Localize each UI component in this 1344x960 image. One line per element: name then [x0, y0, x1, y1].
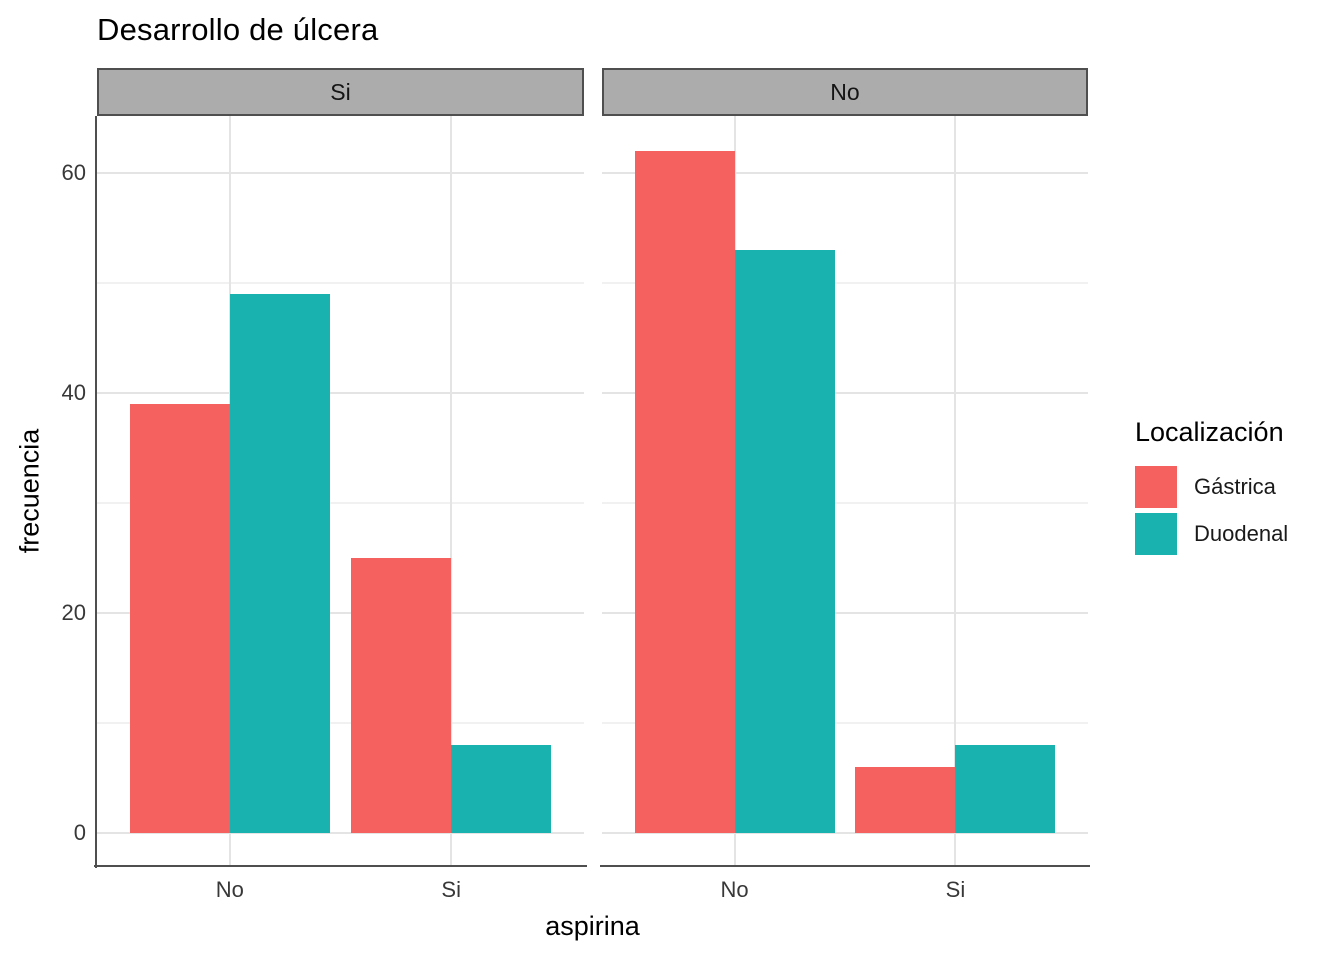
gridline-minor-y30 — [602, 502, 1088, 504]
bar-gastrica-no-no — [634, 151, 735, 833]
bar-gastrica-si-si — [351, 558, 452, 833]
y-axis-line — [95, 116, 97, 868]
facet-panel-si — [97, 116, 584, 866]
y-axis-title: frecuencia — [14, 428, 45, 554]
legend-key-gastrica-swatch — [1135, 466, 1177, 508]
x-tick-label-si: Si — [441, 877, 461, 902]
facet-strip-si-label: Si — [330, 78, 351, 105]
bar-duodenal-si-no — [229, 294, 330, 833]
bar-gastrica-si-no — [129, 404, 230, 833]
y-tick-label-20: 20 — [61, 600, 86, 625]
legend-item-duodenal: Duodenal — [1135, 513, 1288, 555]
legend-title: Localización — [1135, 417, 1284, 447]
x-axis-title: aspirina — [545, 911, 640, 941]
x-tick-label-no: No — [720, 877, 749, 902]
gridline-major-y40 — [97, 392, 584, 394]
bar-duodenal-si-si — [451, 745, 552, 833]
legend-key-duodenal-swatch — [1135, 513, 1177, 555]
gridline-minor-y10 — [602, 722, 1088, 724]
x-tick-label-no: No — [215, 877, 244, 902]
chart-title: Desarrollo de úlcera — [97, 12, 379, 47]
facet-panel-no — [602, 116, 1088, 866]
gridline-minor-y10 — [97, 722, 584, 724]
gridline-major-y20 — [602, 612, 1088, 614]
legend-label-gastrica: Gástrica — [1194, 474, 1276, 499]
y-tick-label-60: 60 — [61, 160, 86, 185]
gridline-major-y60 — [97, 172, 584, 174]
x-axis-line-left-panel — [94, 865, 587, 867]
gridline-major-y0 — [602, 832, 1088, 834]
gridline-major-y20 — [97, 612, 584, 614]
gridline-vert-si — [450, 116, 453, 866]
y-tick-label-40: 40 — [61, 380, 86, 405]
gridline-major-y0 — [97, 832, 584, 834]
facet-strip-no: No — [602, 68, 1088, 116]
gridline-major-y40 — [602, 392, 1088, 394]
gridline-minor-y30 — [97, 502, 584, 504]
facet-strip-no-label: No — [830, 78, 860, 105]
legend: Localización Gástrica Duodenal — [1135, 417, 1288, 560]
legend-label-duodenal: Duodenal — [1194, 521, 1289, 546]
legend-item-gastrica: Gástrica — [1135, 466, 1288, 508]
bar-gastrica-no-si — [855, 767, 956, 833]
x-tick-label-si: Si — [945, 877, 966, 902]
y-tick-label-0: 0 — [73, 820, 86, 845]
bar-duodenal-no-si — [955, 745, 1056, 833]
gridline-major-y60 — [602, 172, 1088, 174]
bar-duodenal-no-no — [734, 250, 835, 833]
gridline-minor-y50 — [602, 282, 1088, 284]
gridline-vert-si — [954, 116, 957, 866]
facet-strip-si: Si — [97, 68, 584, 116]
gridline-minor-y50 — [97, 282, 584, 284]
x-axis-line-right-panel — [600, 865, 1090, 867]
